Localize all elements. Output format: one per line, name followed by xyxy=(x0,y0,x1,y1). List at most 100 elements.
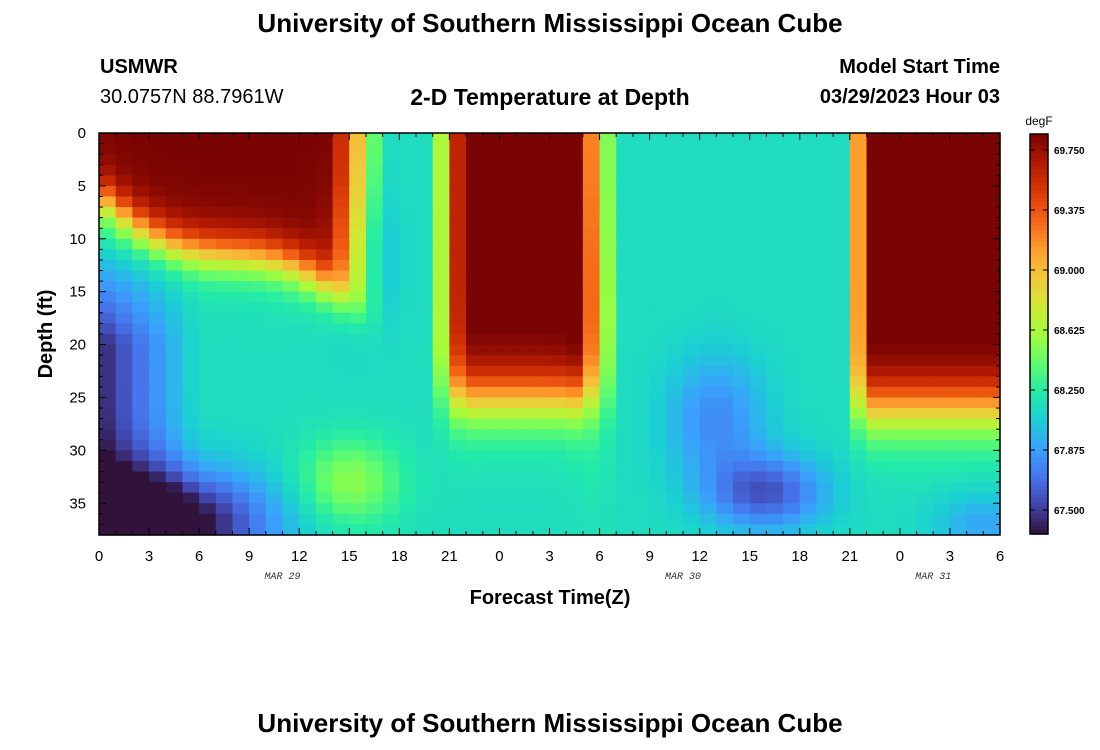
heatmap-cell xyxy=(916,207,934,219)
heatmap-cell xyxy=(899,492,918,504)
heatmap-cell xyxy=(716,164,734,176)
heatmap-cell xyxy=(599,450,617,462)
heatmap-cell xyxy=(749,365,768,377)
heatmap-cell xyxy=(599,154,617,166)
heatmap-cell xyxy=(349,450,367,462)
heatmap-cell xyxy=(983,164,1001,176)
heatmap-cell xyxy=(682,281,701,293)
heatmap-cell xyxy=(165,196,184,208)
heatmap-cell xyxy=(666,376,684,388)
heatmap-cell xyxy=(799,386,818,399)
colorbar-segment xyxy=(1030,146,1048,151)
heatmap-cell xyxy=(716,143,734,155)
heatmap-cell xyxy=(265,524,284,536)
colorbar-segment xyxy=(1030,526,1048,531)
heatmap-cell xyxy=(232,471,250,483)
heatmap-cell xyxy=(132,312,150,325)
heatmap-cell xyxy=(315,228,334,240)
heatmap-cell xyxy=(582,344,601,356)
y-tick-label: 35 xyxy=(69,495,86,512)
heatmap-cell xyxy=(566,312,584,325)
heatmap-cell xyxy=(482,482,501,494)
x-tick-label: 21 xyxy=(441,548,458,565)
colorbar-tick-label: 69.375 xyxy=(1054,206,1085,217)
heatmap-cell xyxy=(466,503,484,515)
heatmap-cell xyxy=(866,513,884,526)
heatmap-cell xyxy=(365,429,384,441)
heatmap-cell xyxy=(632,164,651,176)
heatmap-cell xyxy=(883,376,901,388)
heatmap-cell xyxy=(766,207,784,219)
colorbar-segment xyxy=(1030,450,1048,455)
heatmap-cell xyxy=(115,429,133,441)
heatmap-cell xyxy=(733,524,751,536)
heatmap-cell xyxy=(799,344,818,356)
heatmap-cell xyxy=(299,228,317,240)
heatmap-cell xyxy=(265,429,284,441)
heatmap-cell xyxy=(883,270,901,282)
heatmap-cell xyxy=(582,154,601,166)
heatmap-cell xyxy=(933,143,951,155)
heatmap-cell xyxy=(682,154,701,166)
heatmap-cell xyxy=(466,471,484,483)
heatmap-cell xyxy=(466,291,484,303)
heatmap-cell xyxy=(432,503,450,515)
heatmap-cell xyxy=(215,429,234,441)
heatmap-cell xyxy=(315,217,334,229)
heatmap-cell xyxy=(649,133,667,145)
heatmap-cell xyxy=(182,450,200,462)
heatmap-cell xyxy=(933,164,951,176)
heatmap-cell xyxy=(482,471,501,483)
heatmap-cell xyxy=(249,302,267,314)
heatmap-cell xyxy=(866,482,884,494)
heatmap-cell xyxy=(666,482,684,494)
heatmap-cell xyxy=(232,185,250,198)
heatmap-cell xyxy=(132,154,150,166)
heatmap-cell xyxy=(382,418,400,430)
heatmap-cell xyxy=(666,196,684,208)
heatmap-cell xyxy=(232,323,250,335)
heatmap-cell xyxy=(265,365,284,377)
heatmap-cell xyxy=(299,207,317,219)
heatmap-cell xyxy=(449,302,467,314)
heatmap-cell xyxy=(265,217,284,229)
heatmap-cell xyxy=(733,503,751,515)
heatmap-cell xyxy=(132,133,150,145)
heatmap-cell xyxy=(249,492,267,504)
heatmap-cell xyxy=(682,365,701,377)
heatmap-cell xyxy=(733,164,751,176)
heatmap-cell xyxy=(682,355,701,367)
heatmap-cell xyxy=(499,355,517,367)
heatmap-cell xyxy=(716,154,734,166)
heatmap-cell xyxy=(432,238,450,250)
heatmap-cell xyxy=(232,365,250,377)
heatmap-cell xyxy=(215,270,234,282)
heatmap-cell xyxy=(616,270,634,282)
heatmap-cell xyxy=(215,334,234,346)
heatmap-cell xyxy=(115,217,133,229)
heatmap-cell xyxy=(716,355,734,367)
heatmap-cell xyxy=(716,323,734,335)
heatmap-cell xyxy=(949,492,968,504)
heatmap-cell xyxy=(215,460,234,473)
heatmap-cell xyxy=(849,386,868,399)
heatmap-cell xyxy=(432,450,450,462)
heatmap-cell xyxy=(783,270,801,282)
heatmap-cell xyxy=(399,450,417,462)
colorbar-segment xyxy=(1030,410,1048,415)
heatmap-cell xyxy=(632,238,651,250)
heatmap-cell xyxy=(616,238,634,250)
heatmap-cell xyxy=(649,270,667,282)
heatmap-cell xyxy=(382,524,400,536)
heatmap-cell xyxy=(332,291,350,303)
heatmap-cell xyxy=(766,524,784,536)
heatmap-cell xyxy=(149,291,167,303)
heatmap-cell xyxy=(382,259,400,272)
heatmap-cell xyxy=(966,154,984,166)
heatmap-cell xyxy=(132,344,150,356)
heatmap-cell xyxy=(966,270,984,282)
heatmap-cell xyxy=(149,429,167,441)
heatmap-cell xyxy=(165,492,184,504)
heatmap-cell xyxy=(616,503,634,515)
colorbar: 69.75069.37569.00068.62568.25067.87567.5… xyxy=(1029,133,1085,535)
